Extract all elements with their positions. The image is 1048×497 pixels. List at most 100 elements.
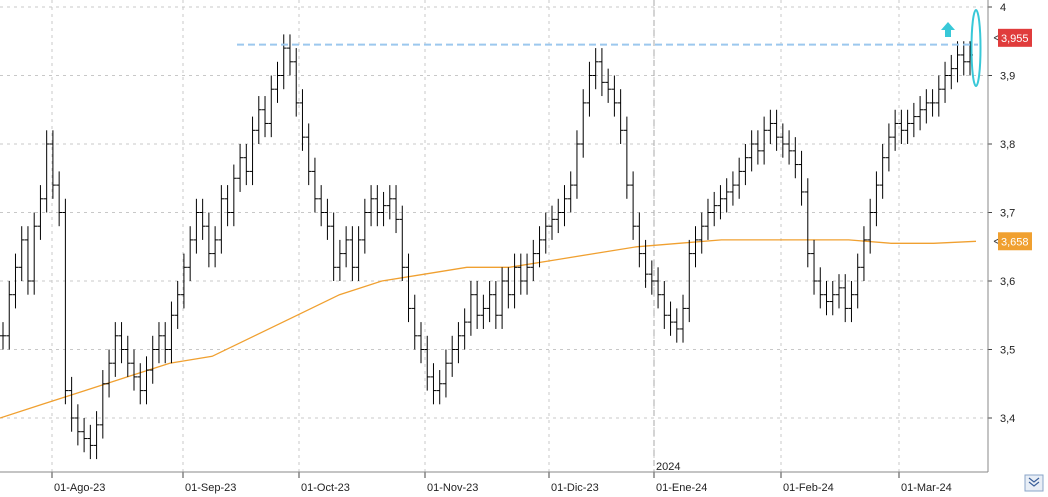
price-bar — [524, 253, 531, 295]
price-bar — [205, 212, 212, 268]
price-bar — [655, 267, 662, 309]
price-bar — [910, 102, 917, 138]
price-bar — [811, 239, 818, 295]
price-bar — [68, 376, 75, 432]
last-price-tag-box — [998, 28, 1032, 47]
price-bar — [598, 48, 605, 97]
price-bar — [280, 34, 287, 90]
price-bar — [461, 308, 468, 350]
price-bar — [149, 335, 156, 384]
price-bar — [311, 157, 318, 213]
price-bar — [692, 226, 699, 268]
price-bar — [948, 54, 955, 90]
scroll-to-end-button[interactable] — [1024, 474, 1044, 492]
x-tick-label: 01-Ene-24 — [656, 482, 707, 494]
price-bar — [368, 185, 375, 227]
x-tick-label: 01-Oct-23 — [301, 482, 350, 494]
price-bar — [474, 281, 481, 329]
price-bar — [137, 363, 144, 405]
moving-average-tag-box — [998, 232, 1032, 251]
price-bar — [349, 226, 356, 281]
price-bar — [917, 96, 924, 131]
price-bar — [792, 137, 799, 179]
price-bar — [623, 116, 630, 199]
x-tick-label: 01-Sep-23 — [185, 482, 236, 494]
price-bar — [399, 205, 406, 281]
price-bar — [118, 322, 125, 364]
price-bar — [417, 322, 424, 364]
price-bar — [249, 116, 256, 186]
price-bar — [0, 322, 6, 350]
up-arrow-icon — [941, 22, 955, 37]
moving-average-line — [0, 239, 977, 419]
price-bar — [330, 212, 337, 281]
price-bar — [892, 109, 899, 151]
price-bar — [742, 144, 749, 186]
price-bar — [630, 171, 637, 240]
price-bar — [305, 123, 312, 186]
price-bar — [798, 150, 805, 206]
y-tick-label: 3,6 — [1000, 276, 1015, 288]
price-bar — [711, 191, 718, 227]
price-bar — [442, 349, 449, 398]
price-bar — [761, 116, 768, 165]
price-bar — [299, 89, 306, 151]
price-bar — [817, 267, 824, 309]
price-bar — [567, 171, 574, 213]
price-bar — [162, 322, 169, 364]
price-bar — [549, 205, 556, 240]
price-bar — [561, 185, 568, 227]
price-bar — [736, 157, 743, 199]
price-bar — [6, 281, 13, 350]
price-bar — [667, 301, 674, 336]
price-bar — [867, 198, 874, 254]
price-bar — [212, 226, 219, 268]
price-bar — [848, 281, 855, 323]
price-bar — [860, 226, 867, 281]
x-tick-label: 01-Feb-24 — [783, 482, 834, 494]
price-bar — [879, 144, 886, 199]
price-bar — [224, 185, 231, 227]
price-bar — [748, 130, 755, 172]
price-bar — [24, 226, 31, 295]
price-bar — [586, 61, 593, 117]
price-bar — [218, 185, 225, 254]
price-bar — [274, 61, 281, 103]
y-tick-label: 3,9 — [1000, 71, 1015, 83]
price-bar — [661, 281, 668, 329]
moving-average-layer — [0, 239, 977, 419]
price-bar — [804, 178, 811, 268]
price-bar — [704, 198, 711, 240]
price-bar — [511, 253, 518, 309]
price-bar — [424, 335, 431, 391]
x-tick-label: 01-Ago-23 — [54, 482, 105, 494]
breakout-highlight — [970, 9, 982, 87]
price-bar — [374, 185, 381, 227]
price-bar — [124, 335, 131, 377]
price-bar — [405, 253, 412, 323]
price-bar — [686, 239, 693, 323]
price-bar — [835, 274, 842, 309]
price-bar — [262, 96, 269, 138]
y-tick-label: 3,5 — [1000, 345, 1015, 357]
price-bar — [611, 75, 618, 117]
price-bar — [106, 349, 113, 398]
price-bar — [942, 61, 949, 103]
moving-average-tag-label: 3,658 — [1001, 236, 1029, 248]
price-bar — [131, 349, 138, 391]
price-bar — [193, 198, 200, 254]
price-bar — [935, 75, 942, 117]
price-bar — [829, 281, 836, 316]
price-bar — [617, 89, 624, 144]
price-bar — [680, 294, 687, 343]
price-bar — [87, 424, 94, 460]
price-bar — [386, 185, 393, 220]
price-bar — [754, 130, 761, 165]
price-bar — [767, 109, 774, 144]
price-bar — [929, 89, 936, 117]
scroll-button-frame[interactable] — [1024, 474, 1044, 492]
price-bar — [286, 34, 293, 76]
price-bar — [455, 322, 462, 364]
price-bar — [230, 164, 237, 227]
